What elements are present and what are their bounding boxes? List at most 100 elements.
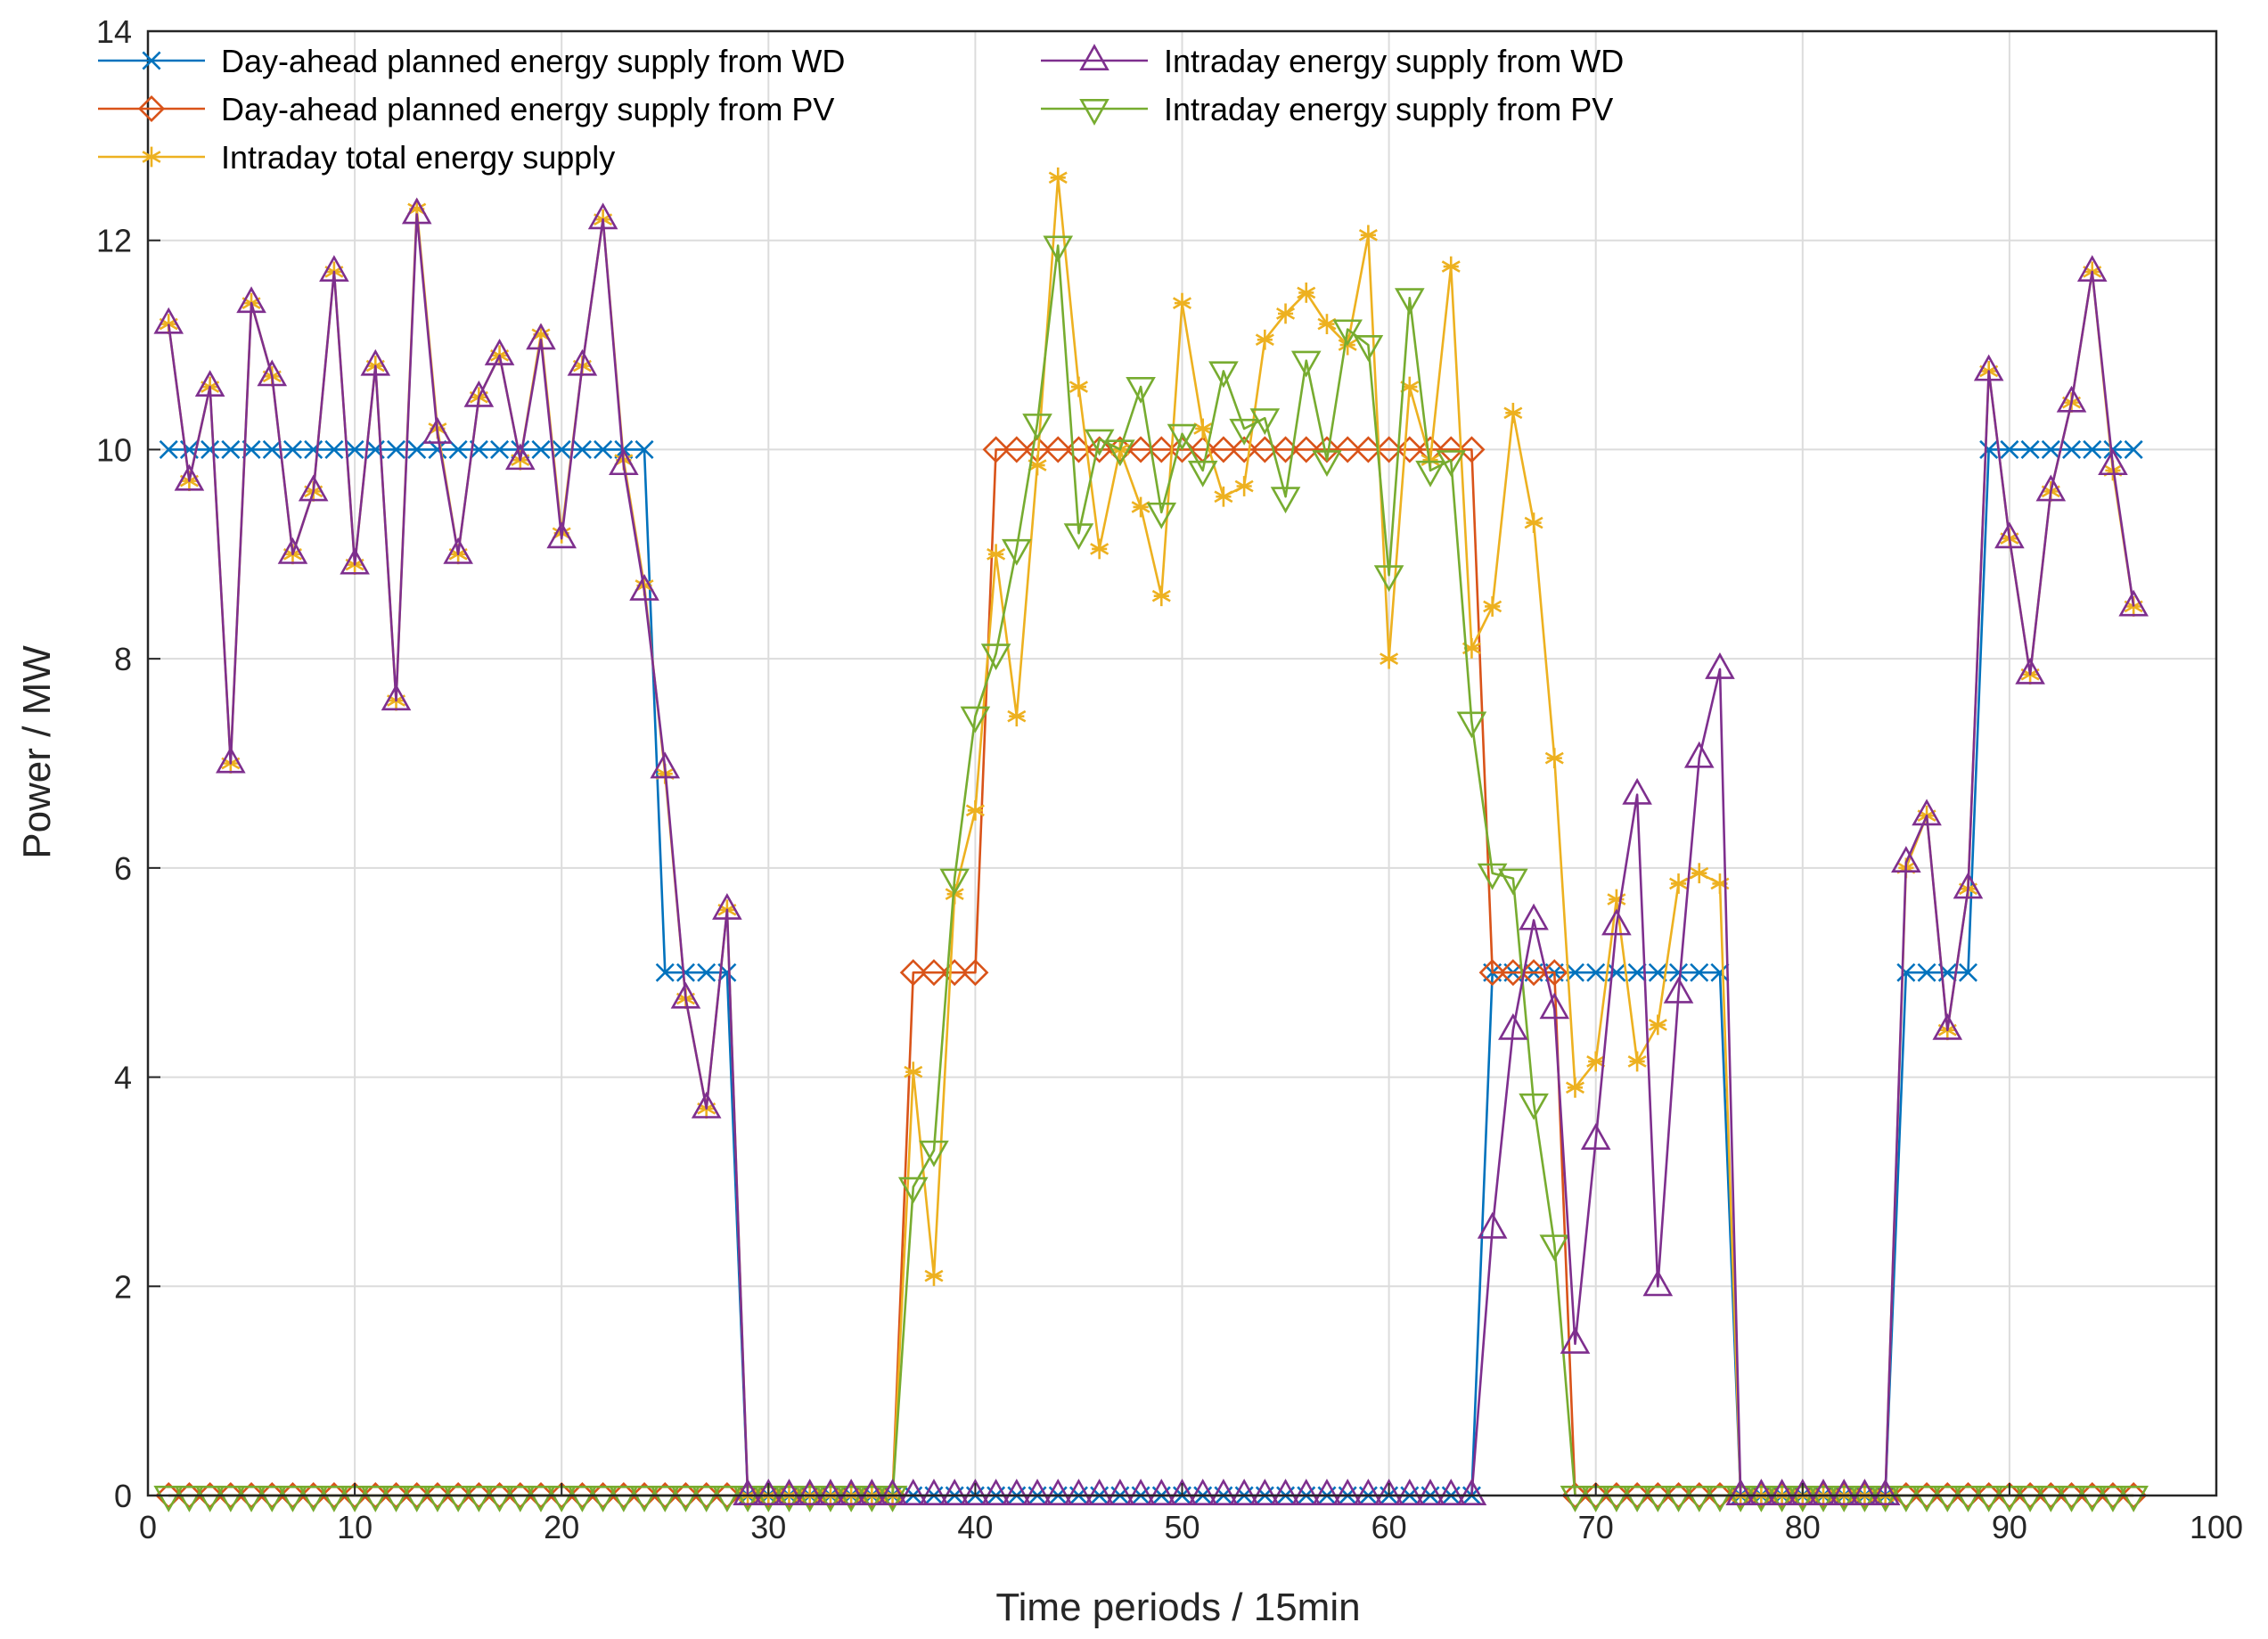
data-point — [672, 1481, 700, 1510]
data-point — [1710, 963, 1730, 982]
data-point — [1766, 1479, 1797, 1506]
data-point — [527, 1481, 555, 1510]
data-point — [589, 1481, 617, 1510]
data-point — [1290, 350, 1322, 378]
data-point — [1187, 460, 1218, 488]
data-point — [1208, 361, 1239, 389]
data-point — [1586, 963, 1606, 982]
data-point — [360, 1485, 391, 1512]
data-point — [1127, 436, 1155, 463]
data-point — [587, 1485, 618, 1512]
y-tick-label: 8 — [114, 641, 132, 677]
data-point — [304, 439, 323, 459]
data-point — [1084, 429, 1115, 456]
data-point — [1312, 1479, 1342, 1506]
data-point — [552, 439, 571, 459]
data-point — [1131, 496, 1150, 518]
data-point — [655, 963, 675, 982]
data-point — [2076, 1485, 2108, 1512]
x-tick-label: 30 — [750, 1509, 786, 1545]
data-point — [904, 1061, 923, 1083]
x-marker-stroke — [675, 963, 695, 982]
data-point — [650, 1485, 681, 1512]
data-point — [1932, 1012, 1963, 1040]
x-marker-stroke — [490, 439, 510, 459]
data-point — [980, 1479, 1011, 1506]
data-point — [1167, 423, 1198, 451]
data-point — [1975, 1481, 2002, 1510]
data-point — [236, 286, 266, 314]
data-point — [1148, 436, 1175, 463]
data-point — [194, 1485, 225, 1512]
data-point — [2078, 1481, 2106, 1510]
data-point — [2056, 385, 2087, 413]
data-point — [319, 255, 349, 282]
data-point — [1601, 908, 1632, 936]
data-point — [401, 1485, 432, 1512]
data-point — [1891, 1485, 1921, 1512]
data-point — [920, 959, 948, 987]
data-point — [262, 439, 282, 459]
x-marker-stroke — [594, 439, 613, 459]
data-point — [1231, 436, 1258, 463]
data-point — [546, 521, 577, 549]
data-point — [2037, 1481, 2065, 1510]
data-point — [1297, 282, 1316, 303]
y-tick-label: 0 — [114, 1478, 132, 1514]
data-point — [1063, 1479, 1094, 1506]
data-point — [2020, 439, 2040, 459]
x-tick-label: 40 — [957, 1509, 993, 1545]
data-point — [1829, 1479, 1860, 1506]
x-marker-stroke — [345, 439, 364, 459]
data-point — [490, 439, 510, 459]
data-point — [1187, 1479, 1218, 1506]
data-point — [1932, 1485, 1963, 1512]
data-point — [651, 1481, 679, 1510]
data-point — [1249, 1479, 1281, 1506]
data-point — [960, 1479, 991, 1506]
data-point — [670, 1485, 701, 1512]
data-point — [1044, 436, 1072, 463]
data-point — [2076, 255, 2108, 282]
data-point — [2099, 1481, 2126, 1510]
data-point — [504, 1485, 536, 1512]
data-point — [774, 1479, 805, 1506]
data-point — [774, 1485, 805, 1512]
data-point — [675, 963, 695, 982]
data-point — [221, 439, 241, 459]
data-point — [919, 1140, 949, 1168]
data-point — [216, 1485, 246, 1512]
x-marker-stroke — [448, 439, 468, 459]
data-point — [1973, 354, 2004, 381]
data-point — [1043, 1479, 1074, 1506]
x-tick-label: 60 — [1371, 1509, 1407, 1545]
data-point — [1766, 1485, 1797, 1512]
data-point — [1685, 1481, 1713, 1510]
data-point — [1849, 1479, 1880, 1506]
data-point — [1624, 1481, 1651, 1510]
data-point — [1622, 777, 1652, 805]
data-point — [1561, 1481, 1589, 1510]
data-point — [1415, 1479, 1445, 1506]
data-point — [257, 359, 288, 387]
plot-area-border — [146, 29, 2218, 1497]
data-point — [1022, 1479, 1052, 1506]
x-marker-stroke — [201, 439, 220, 459]
x-marker-stroke — [1896, 963, 1916, 982]
legend-item: Intraday total energy supply — [98, 139, 615, 176]
legend-marker — [1079, 98, 1109, 126]
data-point — [836, 1479, 866, 1506]
data-point — [1953, 1485, 1984, 1512]
x-marker-stroke — [717, 963, 737, 982]
data-point — [1146, 502, 1177, 529]
data-point — [965, 799, 985, 821]
data-point — [1519, 1093, 1549, 1120]
data-point — [1994, 521, 2025, 549]
data-point — [919, 1479, 949, 1506]
data-point — [1642, 1485, 1674, 1512]
data-point — [422, 416, 453, 444]
x-marker-stroke — [2083, 439, 2102, 459]
data-point — [1917, 963, 1936, 982]
data-point — [1105, 439, 1135, 467]
legend-label: Intraday energy supply from WD — [1164, 43, 1624, 79]
